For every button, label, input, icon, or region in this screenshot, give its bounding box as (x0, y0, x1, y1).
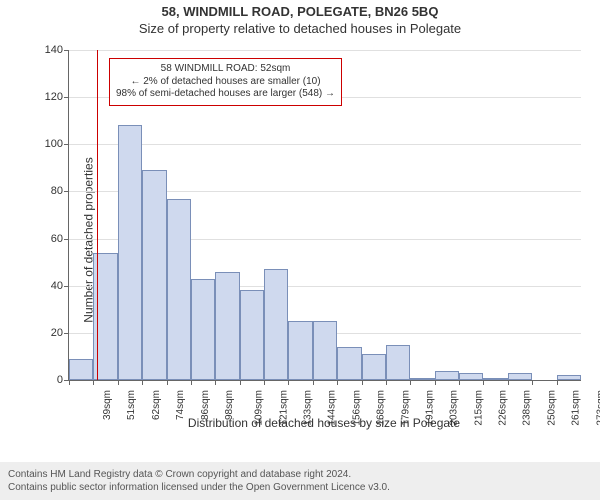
histogram-bar (288, 321, 312, 380)
x-tick (532, 380, 533, 385)
y-tick (64, 191, 69, 192)
x-tick (459, 380, 460, 385)
attribution-footer: Contains HM Land Registry data © Crown c… (0, 462, 600, 500)
x-tick (215, 380, 216, 385)
x-tick (93, 380, 94, 385)
x-axis-label: Distribution of detached houses by size … (68, 416, 580, 430)
histogram-bar (386, 345, 410, 380)
histogram-bar (313, 321, 337, 380)
histogram-bar (435, 371, 459, 380)
histogram-chart: Number of detached properties 0204060801… (0, 40, 600, 440)
histogram-bar (69, 359, 93, 380)
annotation-box: 58 WINDMILL ROAD: 52sqm← 2% of detached … (109, 58, 342, 106)
y-tick-label: 120 (23, 91, 63, 103)
y-tick-label: 60 (23, 233, 63, 245)
y-tick-label: 20 (23, 327, 63, 339)
histogram-bar (118, 125, 142, 380)
histogram-bar (240, 290, 264, 380)
histogram-bar (167, 199, 191, 381)
footer-line-2: Contains public sector information licen… (8, 482, 390, 493)
x-tick-label: 273sqm (595, 390, 600, 426)
x-tick (167, 380, 168, 385)
y-tick (64, 286, 69, 287)
histogram-bar (191, 279, 215, 380)
histogram-bar (337, 347, 361, 380)
y-tick-label: 140 (23, 44, 63, 56)
gridline (69, 50, 581, 51)
x-tick (118, 380, 119, 385)
x-tick (240, 380, 241, 385)
page-subtitle: Size of property relative to detached ho… (0, 19, 600, 36)
histogram-bar (362, 354, 386, 380)
histogram-bar (483, 378, 507, 380)
x-tick (69, 380, 70, 385)
annotation-line: 58 WINDMILL ROAD: 52sqm (116, 63, 335, 76)
x-tick (557, 380, 558, 385)
annotation-line: 98% of semi-detached houses are larger (… (116, 88, 335, 101)
page-title-address: 58, WINDMILL ROAD, POLEGATE, BN26 5BQ (0, 0, 600, 19)
histogram-bar (410, 378, 434, 380)
y-tick (64, 333, 69, 334)
histogram-bar (215, 272, 239, 380)
x-tick (410, 380, 411, 385)
histogram-bar (142, 170, 166, 380)
y-tick (64, 144, 69, 145)
y-tick (64, 50, 69, 51)
plot-area: 02040608010012014039sqm51sqm62sqm74sqm86… (68, 50, 581, 381)
histogram-bar (508, 373, 532, 380)
x-tick (191, 380, 192, 385)
y-tick (64, 239, 69, 240)
y-tick-label: 100 (23, 138, 63, 150)
x-tick (313, 380, 314, 385)
x-tick (142, 380, 143, 385)
x-tick (362, 380, 363, 385)
x-tick (337, 380, 338, 385)
x-tick (386, 380, 387, 385)
y-tick-label: 80 (23, 185, 63, 197)
property-marker-line (97, 50, 98, 380)
histogram-bar (264, 269, 288, 380)
histogram-bar (557, 375, 581, 380)
footer-line-1: Contains HM Land Registry data © Crown c… (8, 469, 351, 480)
histogram-bar (459, 373, 483, 380)
y-tick-label: 0 (23, 374, 63, 386)
y-tick-label: 40 (23, 280, 63, 292)
y-tick (64, 97, 69, 98)
x-tick (483, 380, 484, 385)
x-tick (288, 380, 289, 385)
x-tick (264, 380, 265, 385)
annotation-line: ← 2% of detached houses are smaller (10) (116, 76, 335, 89)
x-tick (508, 380, 509, 385)
gridline (69, 144, 581, 145)
x-tick (435, 380, 436, 385)
